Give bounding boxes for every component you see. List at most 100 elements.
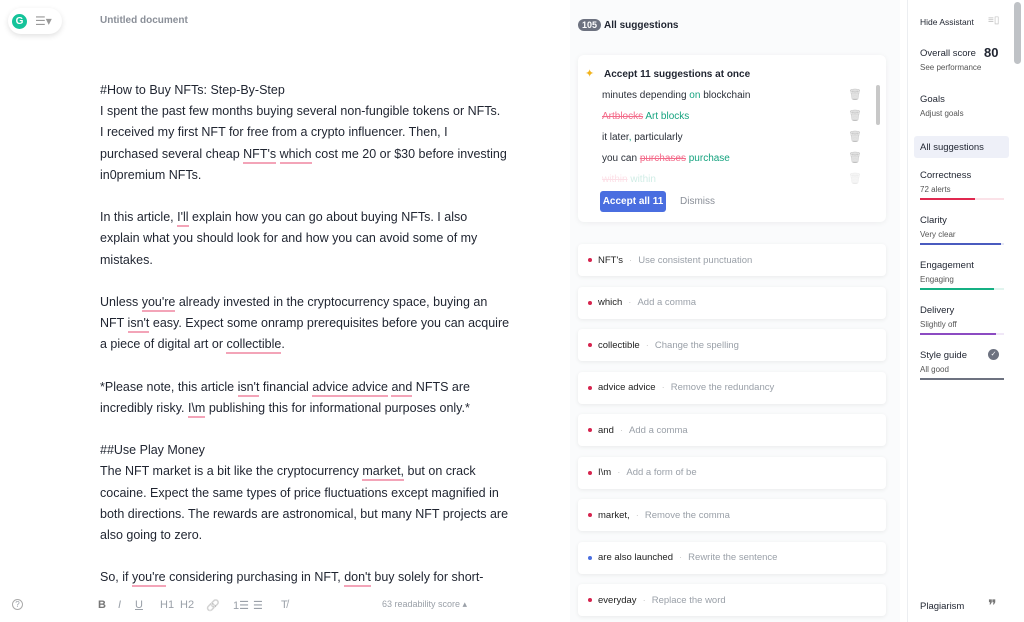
- flagged-word[interactable]: I\m: [187, 400, 206, 418]
- category-status: Engaging: [920, 275, 954, 284]
- h1-button[interactable]: H1: [160, 599, 175, 611]
- h2-button[interactable]: H2: [180, 599, 195, 611]
- category-status: Slightly off: [920, 320, 957, 329]
- document-editor[interactable]: #How to Buy NFTs: Step-By-Step I spent th…: [100, 80, 520, 589]
- trash-icon[interactable]: 🗑: [848, 89, 862, 101]
- suggestion-card[interactable]: and · Add a comma: [578, 414, 886, 446]
- flagged-word[interactable]: isn't: [237, 379, 260, 397]
- link-icon[interactable]: 🔗: [206, 600, 220, 612]
- suggestion-card[interactable]: market, · Remove the comma: [578, 499, 886, 531]
- context-text: you can: [602, 153, 640, 164]
- document-line: also going to zero.: [100, 525, 520, 546]
- trash-icon[interactable]: 🗑: [848, 173, 862, 185]
- suggestion-word: everyday: [598, 594, 637, 606]
- see-performance-link[interactable]: See performance: [920, 63, 982, 72]
- flagged-word[interactable]: NFT's: [243, 146, 277, 164]
- text-segment: So, if: [100, 570, 132, 585]
- text-segment: I received my first NFT for free from a …: [100, 125, 448, 140]
- text-segment: in0premium NFTs.: [100, 167, 202, 182]
- flagged-word[interactable]: which: [279, 146, 312, 164]
- document-line: The NFT market is a bit like the cryptoc…: [100, 461, 520, 482]
- text-segment: #How to Buy NFTs: Step-By-Step: [100, 83, 285, 97]
- separator: ·: [645, 339, 649, 351]
- suggestion-word: are also launched: [598, 552, 673, 563]
- suggestions-title: All suggestions: [604, 19, 679, 31]
- document-line: So, if you're considering purchasing in …: [100, 567, 520, 588]
- separator: ·: [617, 467, 621, 478]
- flagged-word[interactable]: and: [391, 379, 413, 397]
- accept-all-button[interactable]: Accept all 11: [600, 191, 666, 212]
- separator: ·: [629, 254, 633, 266]
- quote-icon[interactable]: ❞: [988, 598, 997, 615]
- flagged-word[interactable]: don't: [344, 570, 371, 588]
- sidebar-item-all-suggestions[interactable]: All suggestions: [914, 136, 1009, 158]
- text-segment: already invested in the cryptocurrency s…: [175, 294, 488, 309]
- bullet-list-icon[interactable]: ☰: [253, 600, 263, 612]
- text-segment: both directions. The rewards are astrono…: [100, 506, 509, 521]
- text-segment: ##Use Play Money: [100, 443, 205, 458]
- page-scrollbar[interactable]: [1014, 2, 1021, 64]
- document-line: both directions. The rewards are astrono…: [100, 504, 520, 525]
- suggestion-card[interactable]: are also launched · Rewrite the sentence: [578, 541, 886, 574]
- document-title[interactable]: Untitled document: [100, 15, 188, 26]
- dismiss-button[interactable]: Dismiss: [680, 196, 715, 207]
- document-line: incredibly risky. I\m publishing this fo…: [100, 398, 520, 419]
- trash-icon[interactable]: 🗑: [848, 131, 862, 143]
- check-icon: ✓: [988, 349, 999, 360]
- sparkle-icon: ✦: [585, 68, 595, 80]
- severity-dot: [588, 470, 592, 475]
- document-line: Unless you're already invested in the cr…: [100, 292, 520, 313]
- bulk-list-scrollbar[interactable]: [876, 85, 880, 125]
- document-line: ##Use Play Money: [100, 440, 520, 461]
- ordered-list-icon[interactable]: 1☰: [233, 600, 249, 612]
- readability-score[interactable]: 63 readability score ▴: [382, 599, 468, 609]
- clear-format-icon[interactable]: T̸: [281, 599, 288, 611]
- panel-toggle-icon[interactable]: ≡▯: [988, 15, 1000, 26]
- bold-button[interactable]: B: [98, 599, 106, 611]
- flagged-word[interactable]: advice advice: [312, 379, 388, 397]
- flagged-word[interactable]: collectible: [226, 337, 282, 355]
- suggestion-description: Add a comma: [629, 424, 688, 436]
- severity-dot: [588, 428, 592, 432]
- grammarly-logo[interactable]: G: [12, 13, 27, 29]
- goals-label[interactable]: Goals: [920, 94, 945, 105]
- plagiarism-button[interactable]: Plagiarism: [920, 601, 965, 612]
- overall-score-label[interactable]: Overall score: [920, 48, 976, 59]
- suggestion-card[interactable]: NFT's · Use consistent punctuation: [578, 244, 886, 276]
- flagged-word[interactable]: isn't: [127, 316, 150, 334]
- text-segment: buy solely for short-: [370, 570, 484, 585]
- trash-icon[interactable]: 🗑: [848, 110, 862, 122]
- flagged-word[interactable]: you're: [131, 570, 166, 588]
- bulk-suggestion-item: it later, particularly: [602, 132, 683, 143]
- hide-assistant-button[interactable]: Hide Assistant: [920, 17, 974, 27]
- severity-dot: [588, 343, 592, 347]
- menu-icon[interactable]: ☰▾: [35, 14, 52, 28]
- category-name: Correctness: [920, 170, 972, 181]
- suggestion-card[interactable]: collectible · Change the spelling: [578, 329, 886, 361]
- flagged-word[interactable]: market,: [362, 464, 405, 482]
- underline-button[interactable]: U: [135, 599, 143, 611]
- separator: ·: [635, 509, 639, 521]
- suggestion-card[interactable]: I\m · Add a form of be: [578, 456, 886, 489]
- context-text: blockchain: [700, 90, 751, 101]
- suggestion-card[interactable]: which · Add a comma: [578, 286, 886, 319]
- suggestions-header: 105 All suggestions: [578, 19, 678, 31]
- bulk-accept-card: ✦ Accept 11 suggestions at once minutes …: [578, 55, 886, 222]
- severity-dot: [588, 385, 592, 390]
- suggestion-card[interactable]: everyday · Replace the word: [578, 584, 886, 616]
- severity-dot: [588, 513, 592, 517]
- category-score-bar: [920, 243, 1004, 245]
- flagged-word[interactable]: you're: [141, 294, 176, 312]
- italic-button[interactable]: I: [118, 599, 122, 611]
- flagged-word[interactable]: I'll: [177, 210, 189, 228]
- suggestion-description: Use consistent punctuation: [638, 254, 753, 266]
- suggestion-card[interactable]: advice advice · Remove the redundancy: [578, 371, 886, 404]
- trash-icon[interactable]: 🗑: [848, 152, 862, 164]
- category-name: Style guide: [920, 350, 968, 361]
- adjust-goals-link[interactable]: Adjust goals: [920, 109, 964, 118]
- text-segment: cocaine. Expect the same types of price …: [100, 485, 499, 500]
- deleted-text: Artblocks: [602, 111, 644, 122]
- help-icon[interactable]: ?: [12, 599, 23, 610]
- severity-dot: [588, 555, 592, 560]
- text-segment: but on crack: [404, 464, 476, 479]
